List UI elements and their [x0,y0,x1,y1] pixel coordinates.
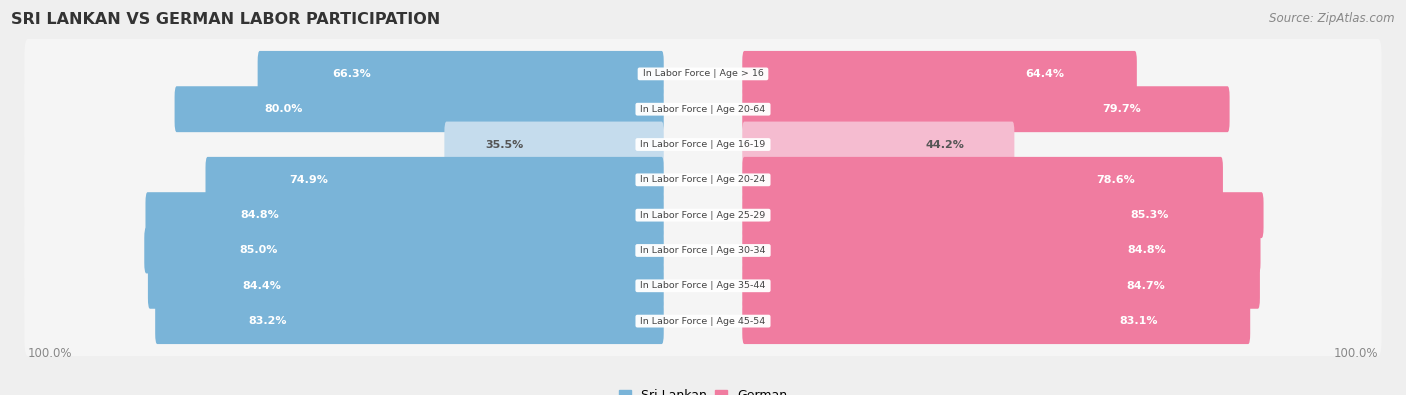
Text: 80.0%: 80.0% [264,104,302,114]
FancyBboxPatch shape [24,216,1382,286]
Text: 84.8%: 84.8% [240,210,278,220]
FancyBboxPatch shape [205,157,664,203]
Text: 85.0%: 85.0% [239,245,277,256]
Text: SRI LANKAN VS GERMAN LABOR PARTICIPATION: SRI LANKAN VS GERMAN LABOR PARTICIPATION [11,12,440,27]
FancyBboxPatch shape [155,298,664,344]
FancyBboxPatch shape [24,39,1382,109]
FancyBboxPatch shape [742,51,1137,97]
FancyBboxPatch shape [742,192,1264,238]
FancyBboxPatch shape [742,122,1014,167]
FancyBboxPatch shape [742,228,1261,273]
FancyBboxPatch shape [148,263,664,309]
Legend: Sri Lankan, German: Sri Lankan, German [614,384,792,395]
Text: 64.4%: 64.4% [1025,69,1064,79]
Text: In Labor Force | Age 20-64: In Labor Force | Age 20-64 [637,105,769,114]
FancyBboxPatch shape [742,263,1260,309]
Text: 83.2%: 83.2% [247,316,287,326]
Text: 100.0%: 100.0% [28,347,72,360]
Text: Source: ZipAtlas.com: Source: ZipAtlas.com [1270,12,1395,25]
Text: 83.1%: 83.1% [1119,316,1157,326]
Text: In Labor Force | Age 20-24: In Labor Force | Age 20-24 [637,175,769,184]
FancyBboxPatch shape [145,192,664,238]
Text: 100.0%: 100.0% [1334,347,1378,360]
FancyBboxPatch shape [742,298,1250,344]
Text: 85.3%: 85.3% [1130,210,1168,220]
Text: In Labor Force | Age 35-44: In Labor Force | Age 35-44 [637,281,769,290]
FancyBboxPatch shape [145,228,664,273]
Text: In Labor Force | Age 30-34: In Labor Force | Age 30-34 [637,246,769,255]
FancyBboxPatch shape [24,286,1382,356]
Text: 74.9%: 74.9% [290,175,328,185]
Text: In Labor Force | Age 45-54: In Labor Force | Age 45-54 [637,317,769,325]
FancyBboxPatch shape [742,86,1230,132]
FancyBboxPatch shape [257,51,664,97]
FancyBboxPatch shape [444,122,664,167]
FancyBboxPatch shape [742,157,1223,203]
FancyBboxPatch shape [24,180,1382,250]
Text: In Labor Force | Age > 16: In Labor Force | Age > 16 [640,70,766,78]
FancyBboxPatch shape [24,145,1382,215]
FancyBboxPatch shape [24,109,1382,179]
FancyBboxPatch shape [24,74,1382,144]
Text: 44.2%: 44.2% [925,139,965,150]
Text: 84.8%: 84.8% [1128,245,1166,256]
Text: In Labor Force | Age 25-29: In Labor Force | Age 25-29 [637,211,769,220]
FancyBboxPatch shape [174,86,664,132]
Text: 35.5%: 35.5% [485,139,523,150]
Text: 79.7%: 79.7% [1102,104,1140,114]
Text: 84.7%: 84.7% [1126,281,1166,291]
Text: 66.3%: 66.3% [332,69,371,79]
Text: In Labor Force | Age 16-19: In Labor Force | Age 16-19 [637,140,769,149]
Text: 84.4%: 84.4% [242,281,281,291]
FancyBboxPatch shape [24,251,1382,321]
Text: 78.6%: 78.6% [1097,175,1135,185]
